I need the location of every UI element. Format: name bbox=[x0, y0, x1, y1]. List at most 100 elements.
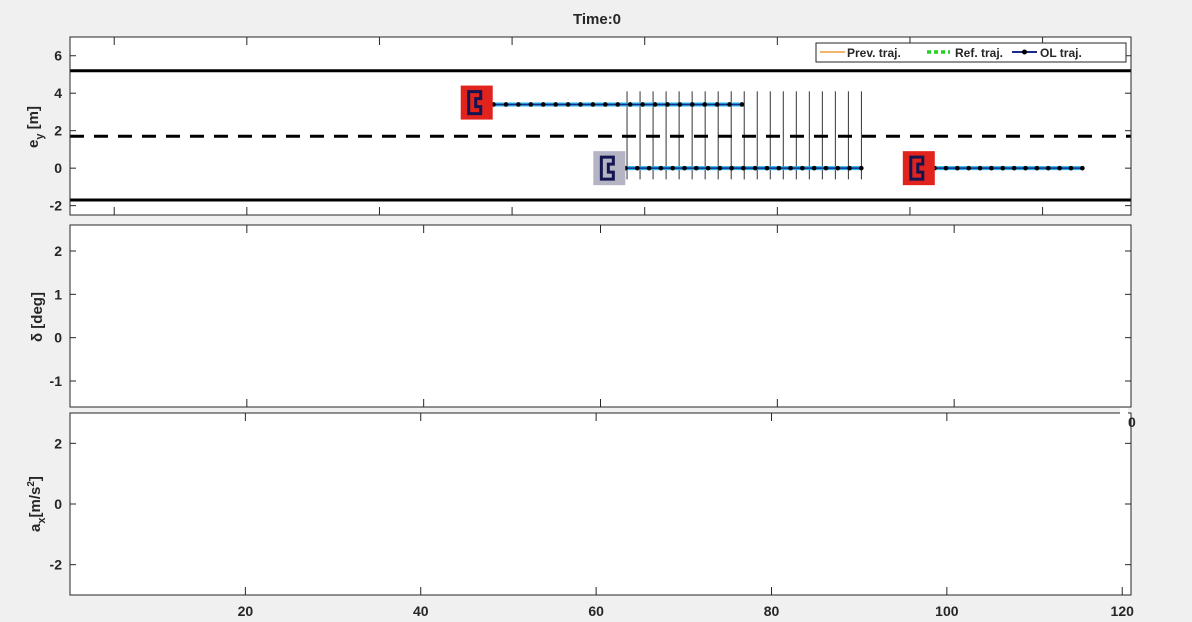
clip-mask bbox=[1120, 408, 1128, 430]
ol-traj-point bbox=[603, 102, 608, 107]
legend-prev-traj-label: Prev. traj. bbox=[847, 46, 901, 60]
axes3-ylabel-sup: 2 bbox=[26, 481, 37, 487]
axes1-content bbox=[70, 69, 1131, 202]
ol-traj-point bbox=[1011, 165, 1017, 171]
vehicle-obstacle-outline bbox=[467, 90, 483, 116]
axes2-background bbox=[70, 225, 1131, 407]
ol-traj-point bbox=[565, 102, 571, 107]
ol-traj-point bbox=[705, 165, 711, 171]
ol-traj-point bbox=[752, 165, 758, 171]
ol-traj-point bbox=[835, 165, 841, 171]
ol-traj-point bbox=[847, 165, 852, 171]
ol-traj-point bbox=[727, 102, 732, 107]
axes1-ytick-label: 0 bbox=[54, 160, 62, 176]
ol-traj-point bbox=[528, 102, 534, 107]
axes3-xtick-label: 20 bbox=[238, 603, 254, 619]
legend-ol-traj-marker bbox=[1022, 49, 1027, 55]
ol-traj-point bbox=[764, 165, 770, 171]
axes2-ytick-label: 2 bbox=[54, 243, 62, 259]
axes1-ytick-label: 6 bbox=[54, 48, 62, 64]
axes2-ytick-label: 0 bbox=[54, 330, 62, 346]
ol-traj-point bbox=[670, 165, 676, 171]
ol-traj-point bbox=[800, 165, 805, 171]
axes3-ylabel-close: ] bbox=[27, 476, 44, 481]
axes3-xtick-label: 40 bbox=[413, 603, 429, 619]
ol-traj-point bbox=[989, 165, 994, 171]
axes3-background bbox=[70, 413, 1131, 595]
axes2-ticks: 2 1 0 -1 bbox=[50, 225, 1132, 407]
ol-traj-point bbox=[640, 102, 645, 107]
ol-traj-point bbox=[729, 165, 734, 171]
axes3-ylabel: ax[m/s2] bbox=[26, 476, 48, 532]
ol-traj-point bbox=[811, 165, 817, 171]
axes3-xtick-label: 80 bbox=[764, 603, 780, 619]
ol-traj-point bbox=[943, 165, 949, 171]
figure-title: Time:0 bbox=[573, 11, 621, 28]
axes3-ylabel-sub: x bbox=[36, 517, 48, 524]
ol-traj-point bbox=[1080, 165, 1085, 171]
lateral-position-axes: 6 4 2 0 -2 ey [m] Prev. traj. Ref. traj. OL … bbox=[25, 36, 1132, 216]
ol-traj-point bbox=[776, 165, 782, 171]
axes1-frame bbox=[69, 36, 1132, 216]
ol-traj-point bbox=[1000, 165, 1006, 171]
ol-traj-point bbox=[955, 165, 960, 171]
ol-traj-point bbox=[553, 102, 558, 107]
ol-traj-point bbox=[578, 102, 583, 107]
ol-traj-point bbox=[717, 165, 723, 171]
ol-traj-point bbox=[859, 165, 864, 171]
ol-traj-point bbox=[714, 102, 720, 107]
axes1-ticks: 6 4 2 0 -2 bbox=[50, 37, 1131, 215]
ol-traj-point bbox=[823, 165, 829, 171]
axes3-xtick-label: 100 bbox=[935, 603, 959, 619]
axes3-xtick-label: 60 bbox=[588, 603, 604, 619]
axes1-ylabel-main: e bbox=[25, 140, 42, 148]
ol-traj-point bbox=[1023, 165, 1028, 171]
ol-traj-point bbox=[1068, 165, 1074, 171]
ol-traj-point bbox=[689, 102, 695, 107]
axes2-ylabel: δ [deg] bbox=[29, 292, 46, 342]
axes3-ylabel-unit: [m/s bbox=[27, 487, 44, 518]
axes1-ylabel: ey [m] bbox=[25, 106, 46, 148]
axes3-ylabel-main: a bbox=[27, 523, 44, 532]
ol-traj-point bbox=[682, 165, 687, 171]
legend-ol-traj-label: OL traj. bbox=[1040, 46, 1082, 60]
legend: Prev. traj. Ref. traj. OL traj. bbox=[815, 42, 1127, 63]
ol-traj-point bbox=[503, 102, 509, 107]
ol-traj-point bbox=[693, 165, 699, 171]
axes3-frame bbox=[69, 412, 1132, 596]
vehicle-obstacle-outline bbox=[909, 155, 925, 181]
axes1-ytick-label: 2 bbox=[54, 123, 62, 139]
vehicle-ego-outline bbox=[599, 155, 615, 181]
acceleration-axes: 20-220 40 60 80 100 120 ax[m/s2] bbox=[26, 412, 1135, 619]
steering-angle-axes: 2 1 0 -1 δ [deg] bbox=[29, 224, 1132, 408]
ol-traj-point bbox=[1034, 165, 1040, 171]
axes2-ytick-label: 1 bbox=[54, 286, 62, 302]
axes1-ytick-label: -2 bbox=[50, 198, 63, 214]
ol-traj-point bbox=[966, 165, 971, 171]
axes2-ytick-label: -1 bbox=[50, 373, 63, 389]
ol-traj-point bbox=[615, 102, 621, 107]
axes1-ylabel-unit: [m] bbox=[25, 106, 42, 134]
ol-traj-point bbox=[590, 102, 596, 107]
axes3-ytick-label: 0 bbox=[54, 496, 62, 512]
axes3-ytick-label: 2 bbox=[54, 435, 62, 451]
axes1-ylabel-sub: y bbox=[34, 133, 46, 140]
axes2-frame bbox=[69, 224, 1132, 408]
ol-traj-point bbox=[665, 102, 670, 107]
axes2-clipped-xtick-label: 0 bbox=[1128, 414, 1136, 430]
ol-traj-point bbox=[741, 165, 746, 171]
ol-traj-point bbox=[658, 165, 664, 171]
ol-traj-point bbox=[702, 102, 708, 107]
axes3-ticks: 20-220 40 60 80 100 120 bbox=[50, 413, 1135, 619]
ol-traj-point bbox=[516, 102, 521, 107]
ol-traj-point bbox=[646, 165, 652, 171]
axes3-xtick-label: 120 bbox=[1111, 603, 1135, 619]
axes3-ytick-label: -2 bbox=[50, 557, 63, 573]
legend-box bbox=[815, 42, 1127, 63]
ol-traj-point bbox=[635, 165, 640, 171]
ol-traj-point bbox=[627, 102, 633, 107]
ol-traj-point bbox=[739, 102, 745, 107]
axes1-ytick-label: 4 bbox=[54, 85, 62, 101]
axes1-background bbox=[70, 37, 1131, 215]
